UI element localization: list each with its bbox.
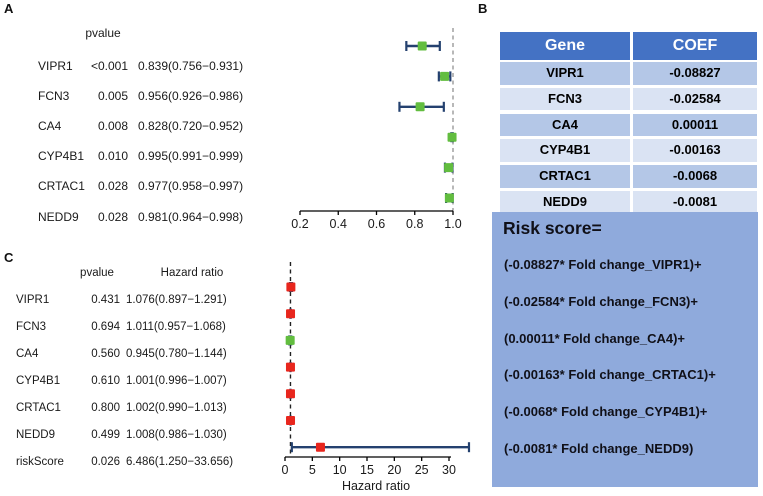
hazard-ratio-text: 0.981(0.964−0.998) (138, 209, 244, 224)
pvalue-value: 0.005 (97, 88, 128, 103)
pvalue-value: 0.431 (91, 294, 120, 306)
panel-a-row: CA4 0.008 0.828(0.720−0.952) (0, 119, 270, 134)
panel-c-forest-plot: 0 5 10 15 20 25 30 Hazard ratio (282, 262, 471, 493)
panel-a-row: CYP4B1 0.010 0.995(0.991−0.999) (0, 149, 270, 164)
panel-a-row: VIPR1 <0.001 0.839(0.756−0.931) (0, 59, 270, 74)
coef-cell: -0.0081 (633, 191, 757, 214)
hazard-ratio-text: 0.828(0.720−0.952) (138, 118, 244, 133)
panel-a-label: A (4, 1, 14, 16)
pvalue-value: 0.026 (91, 456, 120, 468)
pvalue-value: 0.010 (97, 149, 128, 164)
svg-text:10: 10 (333, 463, 347, 477)
svg-text:1.0: 1.0 (444, 217, 461, 231)
svg-text:0.2: 0.2 (291, 217, 308, 231)
svg-text:25: 25 (415, 463, 429, 477)
pvalue-value: 0.610 (91, 375, 120, 387)
hazard-ratio-text: 1.011(0.957−1.068) (126, 321, 226, 333)
risk-score-box: Risk score= (-0.08827* Fold change_VIPR1… (492, 212, 758, 487)
gene-label: VIPR1 (38, 58, 73, 73)
hazard-ratio-text: 1.076(0.897−1.291) (126, 294, 227, 306)
gene-cell: CRTAC1 (500, 165, 630, 188)
coef-cell: 0.00011 (633, 113, 757, 137)
pvalue-value: 0.028 (97, 209, 128, 224)
gene-cell: FCN3 (500, 87, 630, 111)
svg-text:0.8: 0.8 (406, 217, 423, 231)
risk-score-line: (-0.00163* Fold change_CRTAC1)+ (504, 367, 716, 383)
table-header-gene: Gene (500, 32, 630, 60)
svg-text:Hazard ratio: Hazard ratio (342, 479, 410, 493)
gene-label: FCN3 (38, 88, 70, 103)
gene-label: VIPR1 (16, 294, 50, 306)
risk-score-line: (0.00011* Fold change_CA4)+ (504, 330, 685, 346)
hazard-ratio-text: 1.001(0.996−1.007) (126, 375, 227, 387)
panel-c-hazard-ratio-header: Hazard ratio (160, 267, 224, 279)
table-header-coef: COEF (633, 32, 757, 60)
panel-a-forest-plot: 0.2 0.4 0.6 0.8 1.0 (291, 28, 462, 231)
panel-c-pvalue-header: pvalue (80, 267, 114, 279)
svg-text:0.4: 0.4 (330, 217, 347, 231)
pvalue-value: 0.800 (91, 402, 120, 414)
gene-label: CA4 (16, 348, 39, 360)
pvalue-value: 0.008 (97, 118, 128, 133)
risk-score-line: (-0.0081* Fold change_NEDD9) (504, 441, 694, 456)
panel-c-row: riskScore 0.026 6.486(1.250−33.656) (0, 455, 270, 470)
coef-cell: -0.02584 (633, 87, 757, 111)
gene-label: NEDD9 (38, 209, 79, 224)
gene-label: CRTAC1 (16, 402, 61, 414)
svg-text:30: 30 (442, 463, 456, 477)
gene-cell: VIPR1 (500, 62, 630, 85)
coef-cell: -0.08827 (633, 62, 757, 85)
hazard-ratio-text: 0.977(0.958−0.997) (138, 179, 244, 194)
panel-c-row: NEDD9 0.499 1.008(0.986−1.030) (0, 428, 270, 443)
panel-c-row: VIPR1 0.431 1.076(0.897−1.291) (0, 293, 270, 308)
hazard-ratio-text: 1.002(0.990−1.013) (126, 402, 227, 414)
panel-a-row: NEDD9 0.028 0.981(0.964−0.998) (0, 210, 270, 225)
svg-text:0.6: 0.6 (368, 217, 385, 231)
gene-label: riskScore (16, 456, 64, 468)
gene-label: CRTAC1 (38, 179, 85, 194)
gene-label: CYP4B1 (38, 149, 85, 164)
gene-label: CA4 (38, 118, 62, 133)
pvalue-value: <0.001 (90, 58, 128, 73)
gene-label: CYP4B1 (16, 375, 61, 387)
coef-cell: -0.0068 (633, 165, 757, 188)
gene-label: NEDD9 (16, 429, 55, 441)
panel-a-pvalue-header: pvalue (85, 26, 121, 40)
hazard-ratio-text: 0.839(0.756−0.931) (138, 58, 244, 73)
svg-text:0: 0 (282, 463, 289, 477)
svg-text:20: 20 (387, 463, 401, 477)
coef-cell: -0.00163 (633, 139, 757, 162)
panel-c-row: CYP4B1 0.610 1.001(0.996−1.007) (0, 374, 270, 389)
hazard-ratio-text: 0.995(0.991−0.999) (138, 149, 244, 164)
hazard-ratio-text: 0.956(0.926−0.986) (138, 88, 244, 103)
gene-cell: CYP4B1 (500, 139, 630, 162)
hazard-ratio-text: 6.486(1.250−33.656) (126, 456, 234, 468)
panel-a-row: CRTAC1 0.028 0.977(0.958−0.997) (0, 179, 270, 194)
pvalue-value: 0.499 (91, 429, 120, 441)
svg-text:5: 5 (309, 463, 316, 477)
pvalue-value: 0.560 (91, 348, 120, 360)
pvalue-value: 0.694 (91, 321, 120, 333)
pvalue-value: 0.028 (97, 179, 128, 194)
panel-c-row: CRTAC1 0.800 1.002(0.990−1.013) (0, 401, 270, 416)
panel-c-label: C (4, 250, 14, 265)
panel-b-label: B (478, 1, 488, 16)
risk-score-line: (-0.08827* Fold change_VIPR1)+ (504, 257, 702, 272)
risk-score-title: Risk score= (503, 218, 602, 238)
svg-text:15: 15 (360, 463, 374, 477)
panel-c-row: FCN3 0.694 1.011(0.957−1.068) (0, 320, 270, 335)
gene-label: FCN3 (16, 321, 47, 333)
risk-score-line: (-0.0068* Fold change_CYP4B1)+ (504, 404, 708, 420)
gene-cell: NEDD9 (500, 191, 630, 214)
panel-a-row: FCN3 0.005 0.956(0.926−0.986) (0, 89, 270, 104)
gene-cell: CA4 (500, 113, 630, 137)
risk-score-line: (-0.02584* Fold change_FCN3)+ (504, 293, 698, 309)
hazard-ratio-text: 0.945(0.780−1.144) (126, 348, 227, 360)
panel-c-row: CA4 0.560 0.945(0.780−1.144) (0, 347, 270, 362)
hazard-ratio-text: 1.008(0.986−1.030) (126, 429, 227, 441)
